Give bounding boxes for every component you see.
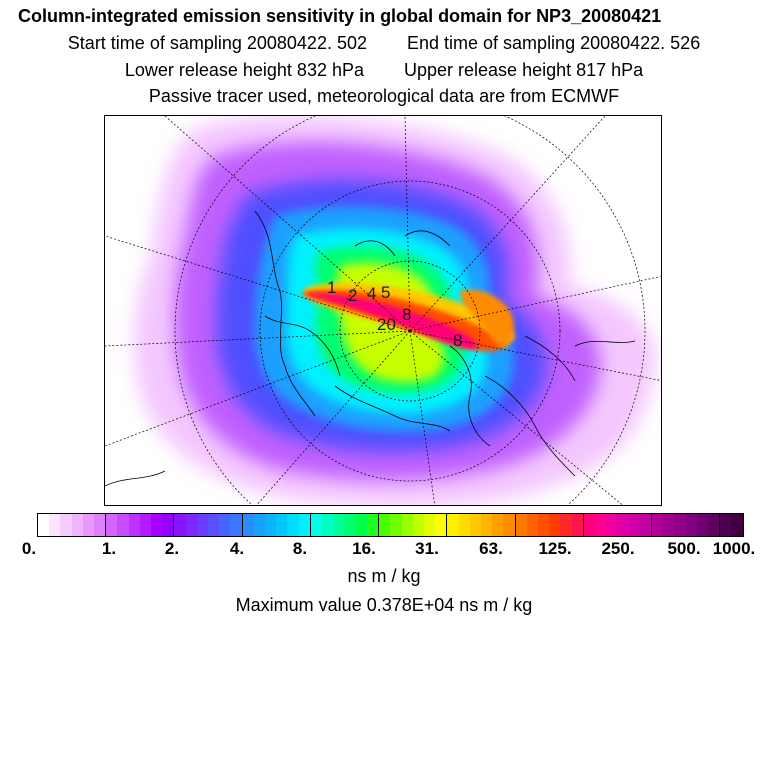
emission-sensitivity-map: 1 2 4 5 8 20 8 xyxy=(104,115,662,506)
colorbar-swatch xyxy=(696,514,708,536)
colorbar-tick-label: 1000. xyxy=(712,539,756,558)
colorbar-swatch xyxy=(423,514,436,536)
colorbar-swatch xyxy=(583,514,595,536)
colorbar-tick-label: 63. xyxy=(479,539,503,558)
colorbar-swatch xyxy=(94,514,107,536)
start-time-label: Start time of sampling 20080422. 502 xyxy=(67,33,367,53)
colorbar-swatch xyxy=(560,514,572,536)
colorbar-tick-label: 125. xyxy=(538,539,572,558)
colorbar-swatch xyxy=(571,514,584,536)
colorbar-swatch xyxy=(663,514,675,536)
map-canvas: 1 2 4 5 8 20 8 xyxy=(105,116,661,505)
colorbar-swatch xyxy=(139,514,152,536)
colorbar-swatch xyxy=(628,514,640,536)
colorbar-swatch xyxy=(106,514,118,536)
point-label: 8 xyxy=(402,305,411,324)
colorbar-swatch xyxy=(617,514,629,536)
colorbar-swatch xyxy=(276,514,288,536)
colorbar-swatch xyxy=(492,514,504,536)
colorbar-swatch xyxy=(208,514,220,536)
graticule xyxy=(105,116,661,505)
colorbar-swatch xyxy=(322,514,334,536)
upper-release-label: Upper release height 817 hPa xyxy=(404,60,644,80)
colorbar-swatch xyxy=(151,514,163,536)
colorbar-swatch xyxy=(469,514,481,536)
colorbar-swatch xyxy=(639,514,652,536)
maximum-value-label: Maximum value 0.378E+04 ns m / kg xyxy=(235,595,533,615)
colorbar-tick-label: 0. xyxy=(21,539,37,558)
lower-release-label: Lower release height 832 hPa xyxy=(124,60,364,80)
colorbar-tick-label: 1. xyxy=(101,539,117,558)
coastlines xyxy=(105,210,636,487)
colorbar-swatch xyxy=(253,514,266,536)
colorbar-swatch xyxy=(515,514,527,536)
colorbar-tick-label: 8. xyxy=(292,539,308,558)
point-label: 8 xyxy=(453,331,462,350)
colorbar-swatch xyxy=(230,514,243,536)
colorbar-swatch xyxy=(731,514,743,536)
colorbar-swatch xyxy=(162,514,175,536)
colorbar-swatch xyxy=(344,514,356,536)
colorbar-swatch xyxy=(298,514,311,536)
colorbar-units: ns m / kg xyxy=(347,566,421,586)
colorbar-swatch xyxy=(503,514,516,536)
colorbar-swatch xyxy=(412,514,424,536)
point-label: 5 xyxy=(381,283,390,302)
tracer-info-line: Passive tracer used, meteorological data… xyxy=(148,86,620,106)
colorbar-swatch xyxy=(265,514,277,536)
colorbar-swatch xyxy=(720,514,732,536)
colorbar-swatch xyxy=(196,514,209,536)
colorbar-swatch xyxy=(310,514,323,536)
colorbar-swatch xyxy=(219,514,231,536)
release-height-line: Lower release height 832 hPa Upper releas… xyxy=(0,60,768,81)
colorbar-swatch xyxy=(60,514,72,536)
point-label: 20 xyxy=(377,315,396,334)
colorbar-swatch xyxy=(379,514,391,536)
point-label: 1 xyxy=(327,278,336,297)
colorbar-swatch xyxy=(401,514,413,536)
colorbar-tick-label: 16. xyxy=(352,539,376,558)
sampling-point-labels: 1 2 4 5 8 20 8 xyxy=(327,278,462,350)
point-label: 4 xyxy=(367,284,376,303)
sensitivity-field xyxy=(133,116,657,505)
colorbar-swatch xyxy=(287,514,299,536)
colorbar-swatch xyxy=(71,514,83,536)
colorbar-swatch xyxy=(185,514,197,536)
plot-title: Column-integrated emission sensitivity i… xyxy=(18,6,662,26)
colorbar-tick-label: 250. xyxy=(601,539,635,558)
colorbar-swatch xyxy=(526,514,538,536)
colorbar-swatch xyxy=(707,514,721,536)
colorbar-swatch xyxy=(242,514,254,536)
colorbar-swatch xyxy=(38,514,50,536)
colorbar-swatch xyxy=(390,514,402,536)
colorbar-swatch xyxy=(480,514,493,536)
colorbar-swatch xyxy=(128,514,140,536)
colorbar-swatch xyxy=(174,514,186,536)
colorbar-swatch xyxy=(333,514,345,536)
colorbar-swatch xyxy=(435,514,448,536)
colorbar-swatch xyxy=(549,514,561,536)
colorbar-swatch xyxy=(537,514,550,536)
colorbar-swatch xyxy=(606,514,618,536)
end-time-label: End time of sampling 20080422. 526 xyxy=(407,33,701,53)
point-label: 2 xyxy=(348,286,357,305)
colorbar-swatch xyxy=(594,514,607,536)
colorbar-swatch xyxy=(651,514,664,536)
sampling-time-line: Start time of sampling 20080422. 502 End … xyxy=(0,33,768,54)
colorbar-swatch xyxy=(685,514,697,536)
colorbar-tick-label: 31. xyxy=(415,539,439,558)
colorbar-swatch xyxy=(366,514,380,536)
colorbar-swatch xyxy=(49,514,61,536)
colorbar xyxy=(37,513,744,537)
colorbar-swatch xyxy=(447,514,459,536)
colorbar-swatch xyxy=(458,514,470,536)
colorbar-tick-label: 500. xyxy=(667,539,701,558)
colorbar-tick-label: 2. xyxy=(164,539,180,558)
colorbar-swatch xyxy=(82,514,95,536)
colorbar-swatch xyxy=(674,514,686,536)
colorbar-tick-label: 4. xyxy=(229,539,245,558)
colorbar-swatch xyxy=(117,514,129,536)
colorbar-swatch xyxy=(355,514,367,536)
